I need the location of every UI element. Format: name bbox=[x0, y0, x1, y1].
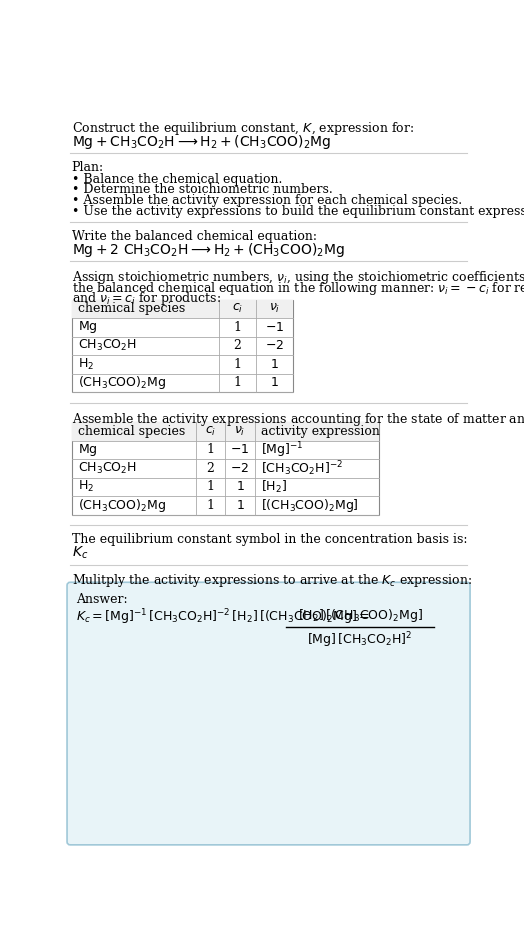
Text: $\mathrm{Mg + 2\ CH_3CO_2H \longrightarrow H_2 + (CH_3COO)_2Mg}$: $\mathrm{Mg + 2\ CH_3CO_2H \longrightarr… bbox=[72, 242, 344, 260]
Text: $[\mathrm{H_2}]$: $[\mathrm{H_2}]$ bbox=[261, 478, 287, 495]
Text: the balanced chemical equation in the following manner: $\nu_i = -c_i$ for react: the balanced chemical equation in the fo… bbox=[72, 280, 524, 297]
Text: • Balance the chemical equation.: • Balance the chemical equation. bbox=[72, 173, 282, 185]
Text: Assemble the activity expressions accounting for the state of matter and $\nu_i$: Assemble the activity expressions accoun… bbox=[72, 411, 524, 428]
Text: Write the balanced chemical equation:: Write the balanced chemical equation: bbox=[72, 229, 316, 243]
Text: $\nu_i$: $\nu_i$ bbox=[234, 425, 246, 437]
Text: $\mathrm{(CH_3COO)_2Mg}$: $\mathrm{(CH_3COO)_2Mg}$ bbox=[78, 375, 166, 392]
Bar bbox=[72, 300, 293, 319]
FancyBboxPatch shape bbox=[67, 582, 470, 844]
Text: • Assemble the activity expression for each chemical species.: • Assemble the activity expression for e… bbox=[72, 194, 462, 207]
Text: $[\mathrm{CH_3CO_2H}]^{-2}$: $[\mathrm{CH_3CO_2H}]^{-2}$ bbox=[261, 459, 343, 477]
Text: activity expression: activity expression bbox=[261, 425, 380, 437]
Text: $\mathrm{H_2}$: $\mathrm{H_2}$ bbox=[78, 357, 94, 372]
Text: $-1$: $-1$ bbox=[230, 443, 249, 456]
Text: $1$: $1$ bbox=[235, 480, 244, 494]
Text: $-1$: $-1$ bbox=[265, 320, 285, 334]
Text: • Determine the stoichiometric numbers.: • Determine the stoichiometric numbers. bbox=[72, 184, 332, 197]
Text: $-2$: $-2$ bbox=[231, 462, 249, 475]
Text: $\mathrm{Mg + CH_3CO_2H \longrightarrow H_2 + (CH_3COO)_2Mg}$: $\mathrm{Mg + CH_3CO_2H \longrightarrow … bbox=[72, 133, 331, 151]
Text: 1: 1 bbox=[234, 320, 242, 334]
Text: $K_c = [\mathrm{Mg}]^{-1}\,[\mathrm{CH_3CO_2H}]^{-2}\,[\mathrm{H_2}]\,[(\mathrm{: $K_c = [\mathrm{Mg}]^{-1}\,[\mathrm{CH_3… bbox=[77, 607, 370, 627]
Text: $c_i$: $c_i$ bbox=[205, 425, 216, 437]
Text: $\mathrm{(CH_3COO)_2Mg}$: $\mathrm{(CH_3COO)_2Mg}$ bbox=[78, 496, 166, 514]
Text: 1: 1 bbox=[234, 358, 242, 371]
Text: $1$: $1$ bbox=[270, 377, 279, 389]
Text: $\mathrm{Mg}$: $\mathrm{Mg}$ bbox=[78, 442, 97, 457]
Text: 1: 1 bbox=[206, 498, 214, 512]
Text: 1: 1 bbox=[234, 377, 242, 389]
Text: The equilibrium constant symbol in the concentration basis is:: The equilibrium constant symbol in the c… bbox=[72, 533, 467, 546]
Bar bbox=[72, 422, 379, 440]
Text: 1: 1 bbox=[206, 443, 214, 456]
Text: $\mathrm{H_2}$: $\mathrm{H_2}$ bbox=[78, 479, 94, 495]
Text: chemical species: chemical species bbox=[78, 302, 185, 316]
Text: $[\mathrm{H_2}]\,[(\mathrm{CH_3COO})_2\mathrm{Mg}]$: $[\mathrm{H_2}]\,[(\mathrm{CH_3COO})_2\m… bbox=[298, 607, 422, 624]
Text: Mulitply the activity expressions to arrive at the $K_c$ expression:: Mulitply the activity expressions to arr… bbox=[72, 573, 472, 590]
Text: chemical species: chemical species bbox=[78, 425, 185, 437]
Text: 2: 2 bbox=[234, 340, 242, 353]
Text: $\mathrm{CH_3CO_2H}$: $\mathrm{CH_3CO_2H}$ bbox=[78, 339, 137, 354]
Text: $\nu_i$: $\nu_i$ bbox=[269, 302, 280, 316]
Text: $[\mathrm{Mg}]\,[\mathrm{CH_3CO_2H}]^2$: $[\mathrm{Mg}]\,[\mathrm{CH_3CO_2H}]^2$ bbox=[308, 630, 412, 650]
Text: $1$: $1$ bbox=[235, 498, 244, 512]
Text: $\mathrm{Mg}$: $\mathrm{Mg}$ bbox=[78, 320, 97, 336]
Text: Plan:: Plan: bbox=[72, 161, 104, 174]
Text: 1: 1 bbox=[206, 480, 214, 494]
Text: $\mathrm{CH_3CO_2H}$: $\mathrm{CH_3CO_2H}$ bbox=[78, 461, 137, 476]
Text: $c_i$: $c_i$ bbox=[232, 302, 243, 316]
Text: $K_c$: $K_c$ bbox=[72, 545, 88, 561]
Text: Construct the equilibrium constant, $K$, expression for:: Construct the equilibrium constant, $K$,… bbox=[72, 120, 414, 137]
Text: 2: 2 bbox=[206, 462, 214, 475]
Text: and $\nu_i = c_i$ for products:: and $\nu_i = c_i$ for products: bbox=[72, 290, 221, 307]
Bar bbox=[72, 422, 379, 514]
Text: Assign stoichiometric numbers, $\nu_i$, using the stoichiometric coefficients, $: Assign stoichiometric numbers, $\nu_i$, … bbox=[72, 269, 524, 286]
Text: Answer:: Answer: bbox=[77, 593, 128, 606]
Text: $1$: $1$ bbox=[270, 358, 279, 371]
Text: $[\mathrm{Mg}]^{-1}$: $[\mathrm{Mg}]^{-1}$ bbox=[261, 440, 303, 459]
Text: $-2$: $-2$ bbox=[265, 340, 285, 353]
Text: • Use the activity expressions to build the equilibrium constant expression.: • Use the activity expressions to build … bbox=[72, 205, 524, 218]
Text: $[(\mathrm{CH_3COO})_2\mathrm{Mg}]$: $[(\mathrm{CH_3COO})_2\mathrm{Mg}]$ bbox=[261, 496, 358, 514]
Bar bbox=[72, 300, 293, 392]
